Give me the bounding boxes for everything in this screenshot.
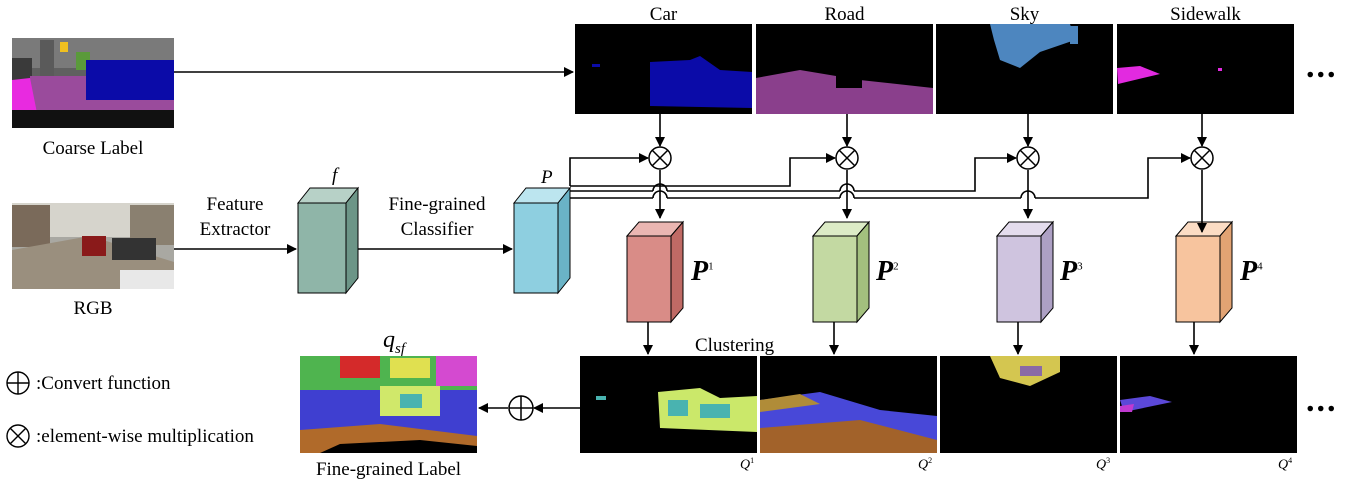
p2-label: P2 [876, 256, 899, 287]
coarse-label-caption: Coarse Label [42, 138, 144, 159]
qsf-label: qsf [383, 327, 406, 357]
mask-road [756, 24, 933, 114]
connectors [174, 67, 1207, 413]
fine-grained-label-image [300, 356, 477, 453]
multiply-node-1 [648, 146, 672, 170]
p-symbol: P [541, 167, 553, 188]
class-name-sky: Sky [1009, 4, 1040, 25]
p1-cube [625, 220, 685, 324]
classifier-cube [512, 186, 572, 295]
class-name-sidewalk: Sidewalk [1170, 4, 1241, 25]
mask-car [575, 24, 752, 114]
f-symbol: f [332, 165, 338, 186]
q2-label: Q2 [918, 456, 933, 473]
p2-cube [811, 220, 871, 324]
q1-label: Q1 [740, 456, 755, 473]
classifier-label-line2: Classifier [400, 219, 474, 240]
feature-extractor-label-line1: Feature [206, 194, 264, 215]
cluster-map-2 [760, 356, 937, 453]
multiply-node-2 [835, 146, 859, 170]
p3-label: P3 [1060, 256, 1083, 287]
convert-legend-icon [6, 371, 30, 395]
q3-label: Q3 [1096, 456, 1111, 473]
rgb-image [12, 203, 174, 289]
p4-label: P4 [1240, 256, 1263, 287]
q4-label: Q4 [1278, 456, 1293, 473]
cluster-map-1 [580, 356, 757, 453]
p3-cube [995, 220, 1055, 324]
cluster-map-4 [1120, 356, 1297, 453]
multiply-legend-icon [6, 424, 30, 448]
coarse-label-image [12, 38, 174, 128]
mask-sidewalk [1117, 24, 1294, 114]
feature-extractor-label-line2: Extractor [199, 219, 271, 240]
convert-legend-text: :Convert function [36, 373, 171, 394]
multiply-node-3 [1016, 146, 1040, 170]
class-name-road: Road [824, 4, 865, 25]
p4-cube [1174, 220, 1234, 324]
multiply-legend-text: :element-wise multiplication [36, 426, 254, 447]
bottom-ellipsis: ... [1306, 382, 1338, 419]
feature-cube [296, 186, 360, 295]
cluster-map-3 [940, 356, 1117, 453]
mask-sky [936, 24, 1113, 114]
multiply-node-4 [1190, 146, 1214, 170]
fine-grained-label-caption: Fine-grained Label [315, 459, 462, 480]
rgb-caption: RGB [73, 298, 113, 319]
top-ellipsis: ... [1306, 48, 1338, 85]
clustering-label: Clustering [695, 335, 775, 356]
classifier-label-line1: Fine-grained [388, 194, 486, 215]
class-name-car: Car [649, 4, 678, 25]
p1-label: P1 [691, 256, 714, 287]
convert-node [508, 395, 534, 421]
